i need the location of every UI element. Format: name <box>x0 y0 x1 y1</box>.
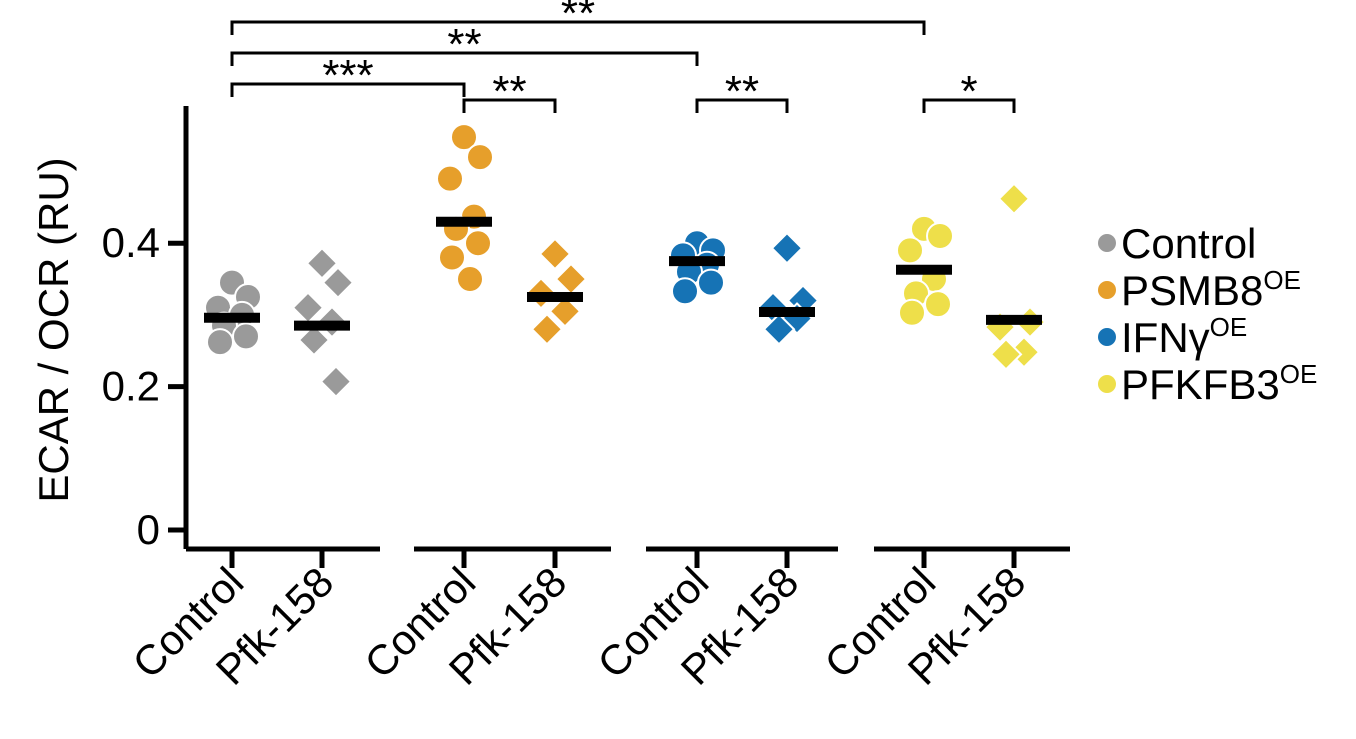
data-point-diamond <box>997 182 1031 216</box>
data-point-diamond <box>554 262 588 296</box>
legend-label: PFKFB3OE <box>1121 359 1317 408</box>
legend-label-superscript: OE <box>1263 265 1301 295</box>
data-point-circle <box>450 123 478 152</box>
data-point-diamond <box>305 246 339 280</box>
significance-bracket <box>230 82 466 97</box>
y-tick-label: 0 <box>137 506 160 553</box>
significance-label: *** <box>322 51 373 100</box>
legend-marker <box>1098 375 1116 393</box>
legend-marker <box>1098 234 1116 252</box>
data-point-diamond <box>762 312 796 346</box>
data-point-diamond <box>530 312 564 346</box>
significance-bracket <box>462 98 557 113</box>
data-point-circle <box>697 268 725 297</box>
significance-bracket <box>695 98 789 113</box>
legend-marker <box>1098 328 1116 346</box>
legend-label: Control <box>1121 220 1256 267</box>
data-point-diamond <box>291 291 325 325</box>
significance-label: ** <box>561 0 595 38</box>
significance-label: ** <box>725 67 759 116</box>
data-point-circle <box>926 222 954 251</box>
data-point-circle <box>206 328 234 357</box>
data-point-circle <box>232 322 260 351</box>
data-point-circle <box>898 298 926 327</box>
data-point-circle <box>924 290 952 319</box>
y-axis-label: ECAR / OCR (RU) <box>30 157 77 502</box>
data-point-diamond <box>538 237 572 271</box>
data-point-diamond <box>548 294 582 328</box>
legend-label: IFNγOE <box>1121 312 1247 361</box>
y-tick-label: 0.2 <box>102 363 160 410</box>
data-point-circle <box>466 143 494 172</box>
data-point-diamond <box>770 231 804 265</box>
legend-marker <box>1098 281 1116 299</box>
data-point-diamond <box>297 323 331 357</box>
significance-label: * <box>960 67 977 116</box>
data-point-circle <box>438 243 466 272</box>
data-point-circle <box>456 265 484 294</box>
significance-bracket <box>230 20 926 35</box>
data-point-circle <box>436 164 464 193</box>
significance-bracket <box>922 98 1016 113</box>
data-point-diamond <box>989 337 1023 371</box>
data-point-diamond <box>319 365 353 398</box>
data-point-circle <box>896 236 924 265</box>
data-point-circle <box>464 229 492 258</box>
data-point-diamond <box>321 266 355 300</box>
significance-label: ** <box>447 20 481 69</box>
data-point-circle <box>671 277 699 306</box>
significance-label: ** <box>492 67 526 116</box>
legend-label: PSMB8OE <box>1121 265 1301 314</box>
legend-label-superscript: OE <box>1280 359 1318 389</box>
y-tick-label: 0.4 <box>102 219 160 266</box>
legend-label-superscript: OE <box>1210 312 1248 342</box>
significance-bracket <box>230 51 699 66</box>
